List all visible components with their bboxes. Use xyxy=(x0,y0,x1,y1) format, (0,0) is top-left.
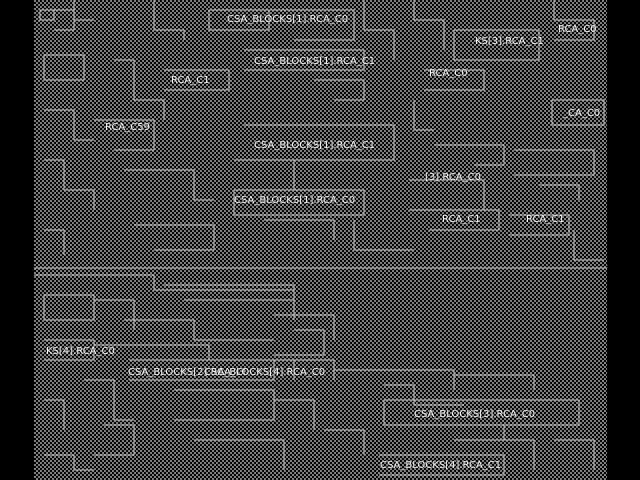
cell-label-csa-blocks-1-rca-c1-middle[interactable]: CSA_BLOCKS[1].RCA_C1 xyxy=(254,140,376,151)
wire-routing-graphic xyxy=(34,0,607,476)
cell-label-csa-blocks-1-rca-c1-upper[interactable]: CSA_BLOCKS[1].RCA_C1 xyxy=(254,56,376,67)
cell-label-csa-blocks-3-rca-c0[interactable]: CSA_BLOCKS[3].RCA_C0 xyxy=(414,409,536,420)
cell-label-rca-c1-right[interactable]: RCA_C1 xyxy=(526,214,565,225)
cell-label-3-rca-c0[interactable]: [3].RCA_C0 xyxy=(425,172,481,183)
cell-label-csa-blocks-4-rca-c1[interactable]: CSA_BLOCKS[4].RCA_C1 xyxy=(380,460,502,471)
cell-label-rca-c1-left[interactable]: RCA_C1 xyxy=(171,75,210,86)
cell-label-ks3-rca-c1[interactable]: KS[3].RCA_C1 xyxy=(475,36,544,47)
cell-label-csa-blocks-1-rca-c0-top[interactable]: CSA_BLOCKS[1].RCA_C0 xyxy=(227,14,349,25)
cell-label-ks4-rca-c0[interactable]: KS[4].RCA_C0 xyxy=(46,346,115,357)
cell-label-rca-c1-center[interactable]: RCA_C1 xyxy=(442,214,481,225)
cell-label-rca-c0-right-edge[interactable]: _CA_C0 xyxy=(563,108,601,119)
cell-label-rca-c0-top-right[interactable]: RCA_C0 xyxy=(558,24,597,35)
layout-canvas[interactable]: CSA_BLOCKS[1].RCA_C0 CSA_BLOCKS[1].RCA_C… xyxy=(34,0,607,480)
cell-label-csa-blocks-1-rca-c0-middle[interactable]: CSA_BLOCKS[1].RCA_C0 xyxy=(234,195,356,206)
cell-label-csa-blocks-2-rca-c0[interactable]: CSA_BLOCKS[2].RCA_C0 xyxy=(128,367,250,378)
cell-label-rca-c0-upper-right[interactable]: RCA_C0 xyxy=(429,68,468,79)
cell-label-rca-c59[interactable]: RCA_C59 xyxy=(105,122,150,133)
cell-label-csa-blocks-4-rca-c0-overlap[interactable]: CSA_BLOCKS[4].RCA_C0 xyxy=(204,367,326,378)
